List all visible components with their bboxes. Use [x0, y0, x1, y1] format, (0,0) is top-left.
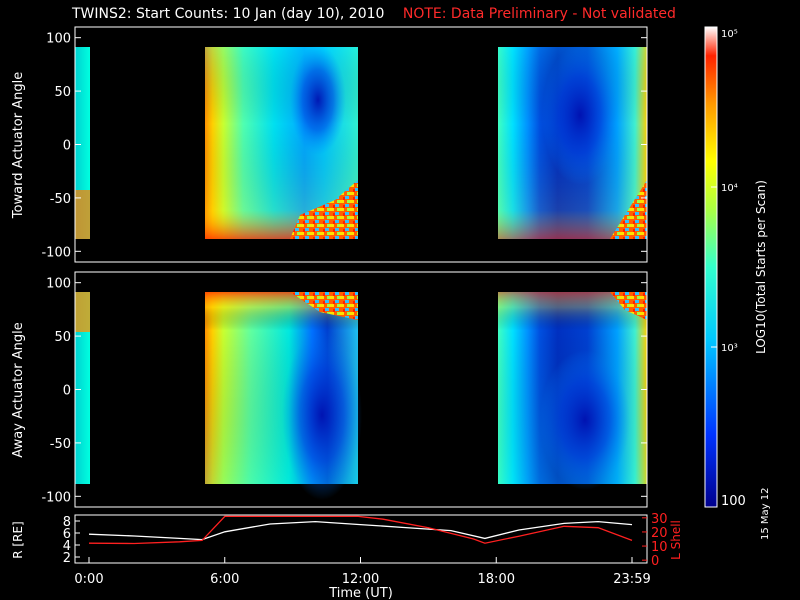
- x-tick-label: 23:59: [613, 572, 650, 587]
- warning-text: NOTE: Data Preliminary - Not validated: [402, 6, 676, 22]
- away-window-2-speckle: [610, 292, 647, 320]
- figure-title: TWINS2: Start Counts: 10 Jan (day 10), 2…: [72, 6, 676, 22]
- colorbar-ticks: 10⁵ 10⁴ 10³ 100: [711, 26, 746, 509]
- x-tick-label: 0:00: [74, 572, 103, 587]
- y-tick-label: -100: [41, 245, 71, 260]
- colorbar-label: LOG10(Total Starts per Scan): [754, 180, 768, 354]
- y-tick-label: 50: [54, 330, 71, 345]
- toward-window-1-speckle: [290, 180, 358, 239]
- colorbar-tick-label: 10³: [721, 343, 738, 354]
- y-tick-label: 50: [54, 85, 71, 100]
- r-tick-label: 6: [63, 527, 71, 542]
- x-tick-label: 6:00: [210, 572, 239, 587]
- y-tick-label: 100: [46, 277, 71, 292]
- lshell-tick-label: 0: [651, 554, 659, 569]
- away-window-1-minimum: [282, 330, 362, 500]
- ephemeris-lines: [88, 515, 633, 545]
- toward-window-1-minimum: [290, 45, 346, 155]
- lshell-series-line: [88, 515, 633, 545]
- y-tick-label: 100: [46, 32, 71, 47]
- toward-y-axis: 100 50 0 -50 -100: [41, 32, 647, 260]
- r-tick-label: 2: [63, 551, 71, 566]
- x-tick-label: 18:00: [478, 572, 515, 587]
- title-text: TWINS2: Start Counts: 10 Jan (day 10), 2…: [72, 6, 385, 22]
- x-tick-label: 12:00: [342, 572, 379, 587]
- y-tick-label: -100: [41, 490, 71, 505]
- toward-window-2-speckle: [610, 180, 647, 239]
- r-axis-label: R [RE]: [11, 521, 25, 558]
- y-tick-label: 0: [63, 139, 71, 154]
- date-stamp: 15 May 12: [760, 487, 771, 540]
- lshell-tick-label: 30: [651, 512, 668, 527]
- lshell-tick-label: 10: [651, 540, 668, 555]
- away-window-0-hot: [75, 292, 90, 332]
- r-tick-label: 4: [63, 539, 71, 554]
- colorbar-tick-label: 100: [721, 494, 746, 509]
- r-tick-label: 8: [63, 515, 71, 530]
- away-y-axis: 100 50 0 -50 -100: [41, 277, 647, 505]
- colorbar-tick-label: 10⁴: [721, 183, 738, 194]
- panel-toward: 100 50 0 -50 -100 Toward Actuator Angle: [11, 26, 648, 263]
- away-window-2-minimum: [540, 350, 630, 490]
- toward-window-0-hot: [75, 190, 90, 239]
- colorbar-tick-label: 10⁵: [721, 29, 738, 40]
- lshell-tick-label: 20: [651, 526, 668, 541]
- lshell-axis-label: L Shell: [669, 520, 683, 560]
- away-window-1-speckle: [290, 292, 358, 320]
- toward-ylabel: Toward Actuator Angle: [11, 72, 26, 219]
- colorbar: 10⁵ 10⁴ 10³ 100 LOG10(Total Starts per Scan…: [704, 26, 768, 509]
- panel-away: 100 50 0 -50 -100 Away Actuator Angle: [11, 271, 648, 508]
- x-axis-label: Time (UT): [328, 586, 393, 600]
- away-heatmap: [75, 292, 647, 500]
- away-ylabel: Away Actuator Angle: [11, 322, 26, 457]
- y-tick-label: -50: [50, 192, 71, 207]
- y-tick-label: 0: [63, 384, 71, 399]
- away-window-0: [75, 292, 90, 484]
- toward-window-2-minimum: [542, 45, 618, 185]
- panel-ephemeris-frame: [74, 514, 648, 564]
- r-series-line: [88, 520, 633, 541]
- y-tick-label: -50: [50, 437, 71, 452]
- toward-heatmap: [75, 45, 647, 239]
- colorbar-gradient: [704, 26, 718, 508]
